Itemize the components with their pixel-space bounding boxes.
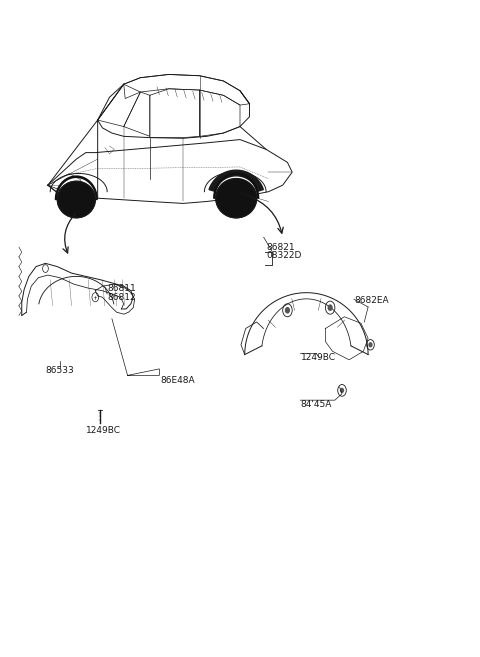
Polygon shape [56, 176, 97, 200]
Ellipse shape [216, 179, 257, 218]
Circle shape [369, 343, 372, 347]
Text: 8682EA: 8682EA [355, 296, 389, 305]
Polygon shape [214, 173, 259, 198]
Polygon shape [209, 170, 264, 191]
Text: 86821: 86821 [266, 242, 295, 252]
Ellipse shape [57, 181, 96, 217]
Text: 08322D: 08322D [266, 251, 301, 260]
Text: 86533: 86533 [46, 367, 74, 375]
Text: 84'45A: 84'45A [301, 400, 332, 409]
Text: 86811: 86811 [107, 284, 136, 293]
Text: 86812: 86812 [107, 293, 136, 302]
Circle shape [328, 305, 332, 310]
Circle shape [286, 307, 289, 313]
Text: 1249BC: 1249BC [86, 426, 121, 435]
Circle shape [341, 388, 343, 392]
Text: 1249BC: 1249BC [301, 353, 336, 362]
Text: 86E48A: 86E48A [160, 376, 195, 385]
